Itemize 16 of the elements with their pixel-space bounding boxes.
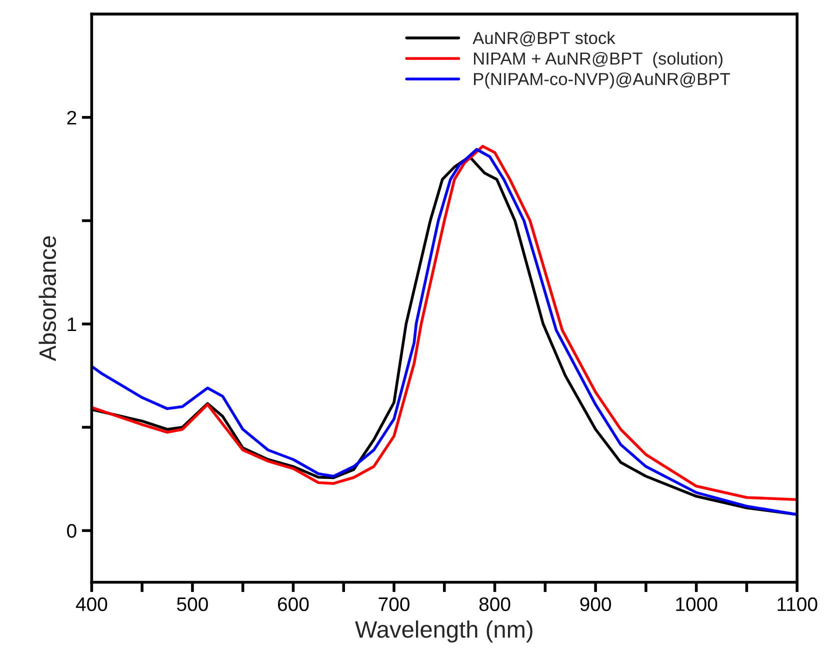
legend-label: NIPAM + AuNR@BPT (solution) (474, 52, 722, 68)
x-axis-title: Wavelength (nm) (355, 620, 532, 643)
legend-label: P(NIPAM-co-NVP)@AuNR@BPT (474, 72, 730, 89)
y-tick-label: 1 (68, 318, 76, 332)
x-tick-label: 900 (580, 597, 612, 612)
x-tick-label: 1000 (676, 597, 718, 612)
y-tick-label: 0 (67, 524, 76, 538)
x-tick-label: 700 (378, 597, 410, 612)
y-tick-label: 2 (67, 110, 76, 124)
x-tick-label: 400 (76, 597, 108, 612)
x-tick-label: 600 (278, 597, 309, 612)
x-tick-label: 800 (479, 597, 510, 612)
x-tick-label: 1100 (778, 597, 818, 612)
legend-label: AuNR@BPT stock (472, 31, 616, 46)
x-tick-label: 500 (177, 597, 208, 612)
y-axis-title: Absorbance (38, 236, 56, 362)
